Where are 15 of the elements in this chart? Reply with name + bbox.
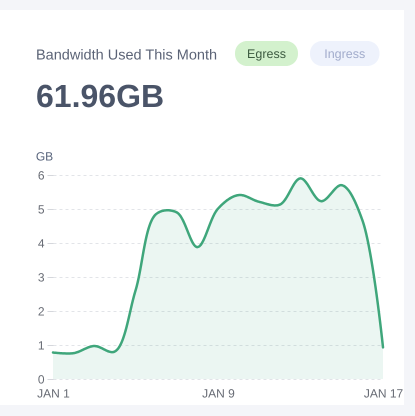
y-tick-label: 3 [38,270,45,284]
y-tick-label: 0 [38,372,45,386]
y-tick-label: 1 [38,338,45,352]
chart-title: Bandwidth Used This Month [36,48,218,64]
y-tick-label: 2 [38,304,45,318]
y-axis-title: GB [36,150,54,164]
x-tick-label: JAN 17 [364,386,404,400]
x-tick-label: JAN 1 [37,386,70,400]
y-tick-label: 5 [38,202,45,216]
y-tick-label: 6 [38,168,45,182]
text: Egress [247,47,286,61]
chart-subtitle: 61.96GB [36,78,164,114]
y-tick-label: 4 [38,236,45,250]
x-tick-label: JAN 9 [202,386,236,400]
text: Ingress [324,47,366,61]
